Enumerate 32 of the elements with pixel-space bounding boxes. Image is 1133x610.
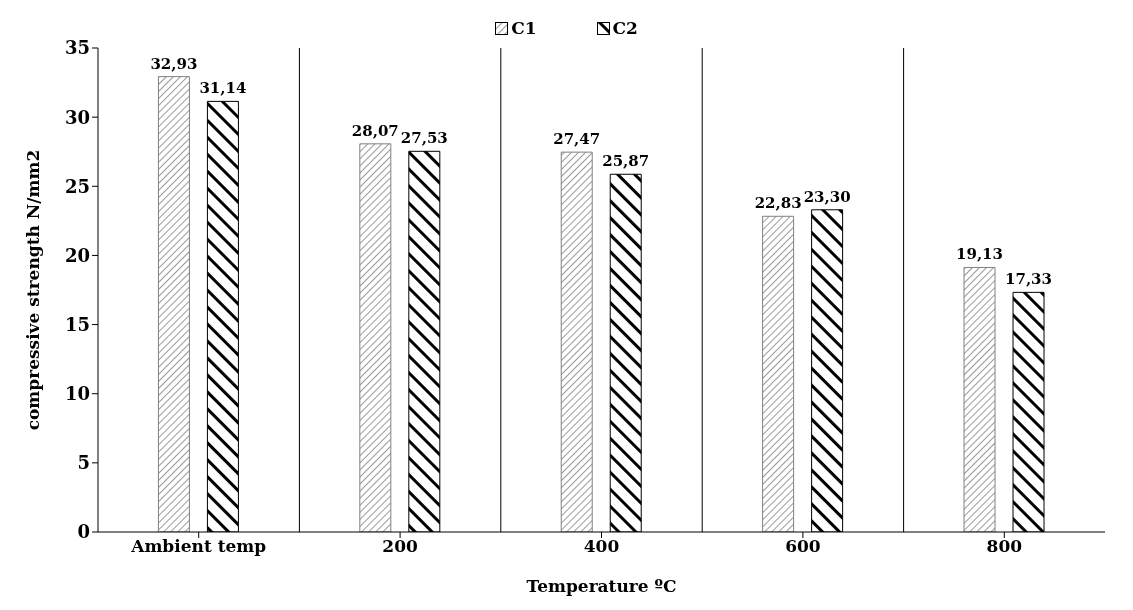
data-label: 22,83	[754, 194, 802, 213]
y-tick-label: 5	[77, 452, 90, 474]
data-label: 23,30	[803, 187, 851, 206]
data-label: 28,07	[351, 121, 399, 140]
bar	[762, 215, 795, 532]
bar	[560, 151, 593, 532]
data-label: 31,14	[199, 79, 247, 98]
data-label: 27,53	[400, 129, 448, 148]
legend-label: C1	[511, 18, 537, 38]
y-tick-label: 25	[64, 175, 90, 197]
x-tick-label: 800	[986, 536, 1023, 557]
data-label: 27,47	[553, 130, 601, 149]
data-label: 25,87	[602, 152, 650, 171]
bar	[359, 143, 392, 532]
y-tick-label: 30	[64, 106, 90, 128]
y-tick-label: 35	[64, 37, 90, 59]
bar	[157, 76, 190, 532]
y-tick-label: 10	[64, 383, 90, 405]
y-tick-label: 0	[77, 521, 90, 543]
x-tick-label: Ambient temp	[130, 536, 267, 557]
data-label: 19,13	[956, 245, 1004, 264]
legend-label: C2	[612, 18, 638, 38]
data-label: 32,93	[150, 54, 198, 73]
y-tick-label: 20	[64, 244, 90, 266]
x-tick-label: 200	[382, 536, 419, 557]
y-tick-label: 15	[64, 313, 90, 335]
x-tick-label: 600	[785, 536, 821, 557]
x-tick-label: 400	[583, 536, 620, 557]
data-label: 17,33	[1005, 270, 1053, 289]
x-axis-title: Temperature ºC	[526, 576, 677, 596]
y-axis-title: compressive strength N/mm2	[23, 149, 44, 431]
bar	[963, 266, 996, 532]
